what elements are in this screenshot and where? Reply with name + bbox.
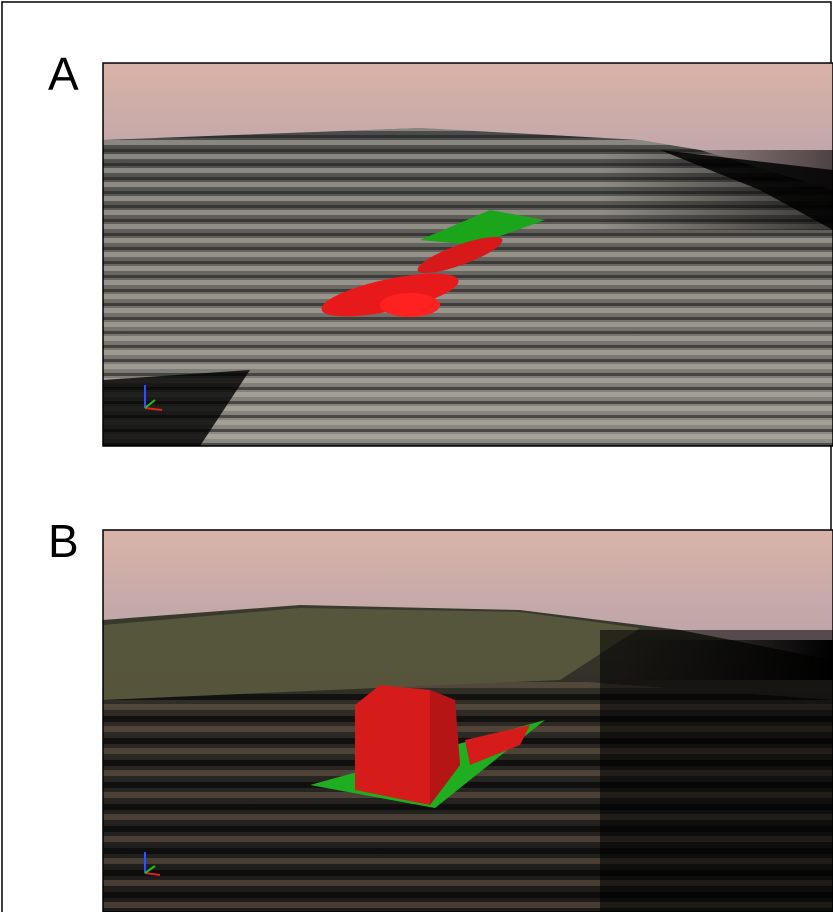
figure: A B — [0, 0, 833, 912]
panel-label: B — [48, 515, 79, 567]
panel-b-image — [103, 530, 833, 912]
panel-label: A — [48, 48, 79, 100]
panel-a-image — [103, 63, 833, 446]
